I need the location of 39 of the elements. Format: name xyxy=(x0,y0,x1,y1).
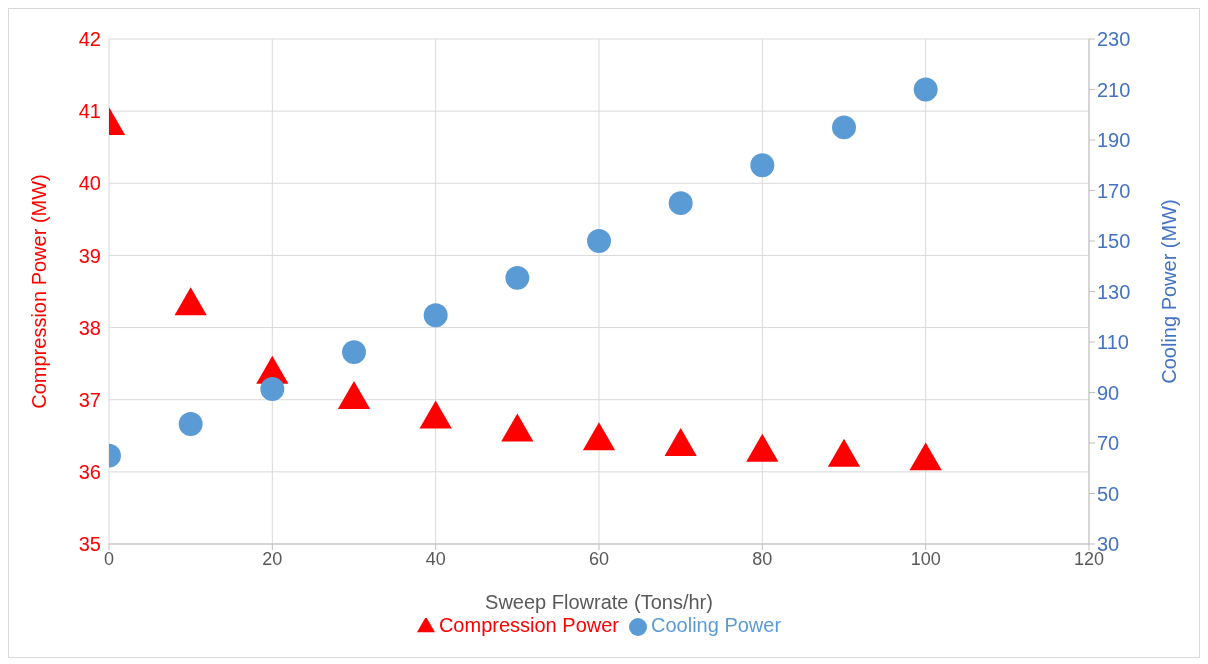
point xyxy=(750,153,775,178)
y2-tick-label: 90 xyxy=(1097,381,1120,404)
point xyxy=(423,303,448,328)
y2-tick-label: 70 xyxy=(1097,432,1120,455)
y-tick-label: 37 xyxy=(78,388,101,411)
legend-label: Compression Power xyxy=(438,614,619,636)
x-tick-label: 100 xyxy=(910,548,941,569)
x-tick-label: 0 xyxy=(103,548,115,569)
y-tick-label: 42 xyxy=(78,28,101,51)
y2-tick-label: 150 xyxy=(1097,230,1131,253)
point xyxy=(178,412,203,437)
y2-tick-label: 170 xyxy=(1097,179,1131,202)
y2-tick-label: 210 xyxy=(1097,78,1131,101)
y2-tick-label: 130 xyxy=(1097,280,1131,303)
y2-tick-label: 230 xyxy=(1097,28,1131,51)
point xyxy=(342,340,366,365)
x-tick-label: 20 xyxy=(262,548,283,569)
point xyxy=(668,191,693,216)
y2-tick-label: 190 xyxy=(1097,129,1131,152)
point xyxy=(505,265,530,290)
point xyxy=(587,229,611,253)
y2-tick-label: 110 xyxy=(1097,331,1129,354)
y-tick-label: 36 xyxy=(78,460,101,483)
y-tick-label: 35 xyxy=(78,533,101,556)
y-tick-label: 41 xyxy=(78,100,101,123)
x-tick-label: 80 xyxy=(752,548,773,569)
x-axis-title: Sweep Flowrate (Tons/hr) xyxy=(485,591,713,613)
y-tick-label: 39 xyxy=(78,244,101,267)
point xyxy=(260,377,285,401)
x-tick-label: 60 xyxy=(588,548,610,569)
y2-tick-label: 50 xyxy=(1097,482,1120,505)
y-tick-label: 38 xyxy=(78,316,101,339)
y2-axis-title: Cooling Power (MW) xyxy=(1158,199,1181,384)
y-axis-title: Compression Power (MW) xyxy=(28,174,51,409)
y-tick-label: 40 xyxy=(78,172,101,195)
x-tick-label: 40 xyxy=(425,548,446,569)
legend-label: Cooling Power xyxy=(651,614,782,636)
point xyxy=(832,115,856,140)
point xyxy=(913,77,938,102)
